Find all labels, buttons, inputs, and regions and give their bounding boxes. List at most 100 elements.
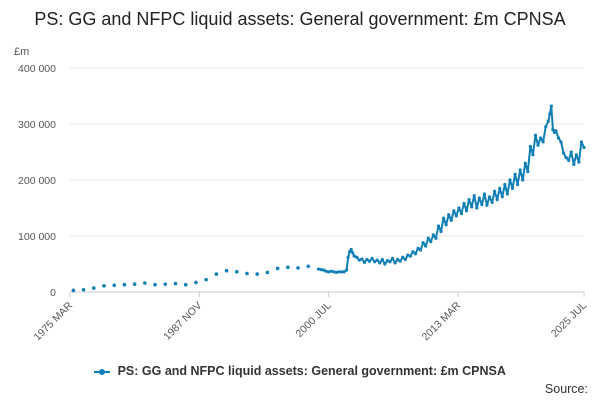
data-point <box>454 214 458 218</box>
data-point <box>204 277 208 282</box>
data-point <box>569 150 573 154</box>
data-point <box>477 196 481 200</box>
data-point <box>194 280 198 285</box>
data-point <box>370 256 374 260</box>
data-point <box>567 158 571 162</box>
data-point <box>536 143 540 147</box>
data-point <box>444 223 448 227</box>
data-point <box>521 178 525 182</box>
data-point <box>306 264 311 269</box>
data-point <box>549 104 553 108</box>
data-point <box>396 257 400 262</box>
data-point <box>505 192 510 196</box>
data-point <box>337 270 341 274</box>
data-point <box>480 203 484 207</box>
data-point <box>143 281 147 285</box>
data-point <box>319 268 323 272</box>
data-point <box>564 156 568 160</box>
data-point <box>556 136 561 140</box>
data-point <box>418 248 423 252</box>
data-point <box>380 257 384 262</box>
data-point <box>436 224 441 228</box>
series-layer <box>71 104 586 293</box>
data-point <box>533 133 538 137</box>
data-point <box>352 254 356 258</box>
legend[interactable]: PS: GG and NFPC liquid assets: General g… <box>0 364 600 378</box>
data-point <box>490 200 494 204</box>
data-point <box>516 182 520 187</box>
data-point <box>332 270 336 274</box>
data-point <box>408 254 412 258</box>
data-point <box>495 198 499 202</box>
data-point <box>265 270 270 275</box>
data-point <box>385 259 390 263</box>
data-point <box>334 270 338 274</box>
data-point <box>255 272 259 276</box>
data-point <box>373 260 377 264</box>
data-point <box>531 153 535 157</box>
data-point <box>112 283 117 288</box>
data-point <box>411 250 415 254</box>
data-point <box>574 153 578 157</box>
data-point <box>401 255 405 259</box>
x-tick-label: 1975 MAR <box>32 299 76 343</box>
data-point <box>362 260 367 264</box>
data-point <box>503 182 507 187</box>
x-tick-label: 1987 NOV <box>161 300 204 343</box>
data-point <box>346 255 350 259</box>
data-point <box>559 140 563 144</box>
data-point <box>383 262 387 266</box>
data-point <box>577 160 581 164</box>
data-point <box>510 186 515 190</box>
data-point <box>475 206 479 210</box>
data-point <box>467 198 471 202</box>
y-tick-label: 300 000 <box>18 119 56 131</box>
data-point <box>541 140 545 144</box>
data-point <box>459 212 464 216</box>
data-point <box>91 286 96 290</box>
data-point <box>393 261 397 265</box>
data-point <box>462 201 466 206</box>
data-point <box>513 172 517 176</box>
data-point <box>485 203 489 207</box>
data-point <box>500 195 504 199</box>
data-point <box>498 186 502 190</box>
data-point <box>421 241 425 245</box>
data-point <box>551 128 555 132</box>
data-point <box>528 144 532 148</box>
data-point <box>348 250 352 254</box>
data-point <box>416 246 420 250</box>
data-point <box>572 162 576 166</box>
x-tick-label: 2013 MAR <box>420 299 464 343</box>
data-point <box>390 256 395 260</box>
data-point <box>398 259 402 263</box>
y-tick-label: 400 000 <box>18 63 56 75</box>
data-point <box>449 218 453 222</box>
data-point <box>424 244 428 248</box>
data-point <box>470 205 474 209</box>
data-point <box>367 259 372 263</box>
data-point <box>406 253 410 257</box>
data-point <box>102 284 106 288</box>
data-point <box>71 288 76 293</box>
data-point <box>357 258 361 262</box>
data-point <box>173 281 178 286</box>
data-point <box>365 257 369 262</box>
data-point <box>329 269 333 273</box>
data-point <box>464 209 469 213</box>
gridlines <box>70 67 584 293</box>
data-point <box>342 270 346 274</box>
data-point <box>523 161 527 165</box>
y-tick-label: 100 000 <box>18 231 56 243</box>
data-point <box>296 266 300 270</box>
data-point <box>472 194 476 198</box>
data-point <box>493 189 497 193</box>
data-point <box>554 129 558 133</box>
x-tick-label: 2000 JUL <box>294 300 334 340</box>
data-point <box>413 252 418 256</box>
y-axis-ticks: 0 100 000 200 000 300 000 400 000 <box>18 63 56 299</box>
data-point <box>214 272 219 276</box>
data-point <box>439 229 443 234</box>
legend-label: PS: GG and NFPC liquid assets: General g… <box>117 364 506 378</box>
legend-swatch-icon <box>94 367 111 377</box>
